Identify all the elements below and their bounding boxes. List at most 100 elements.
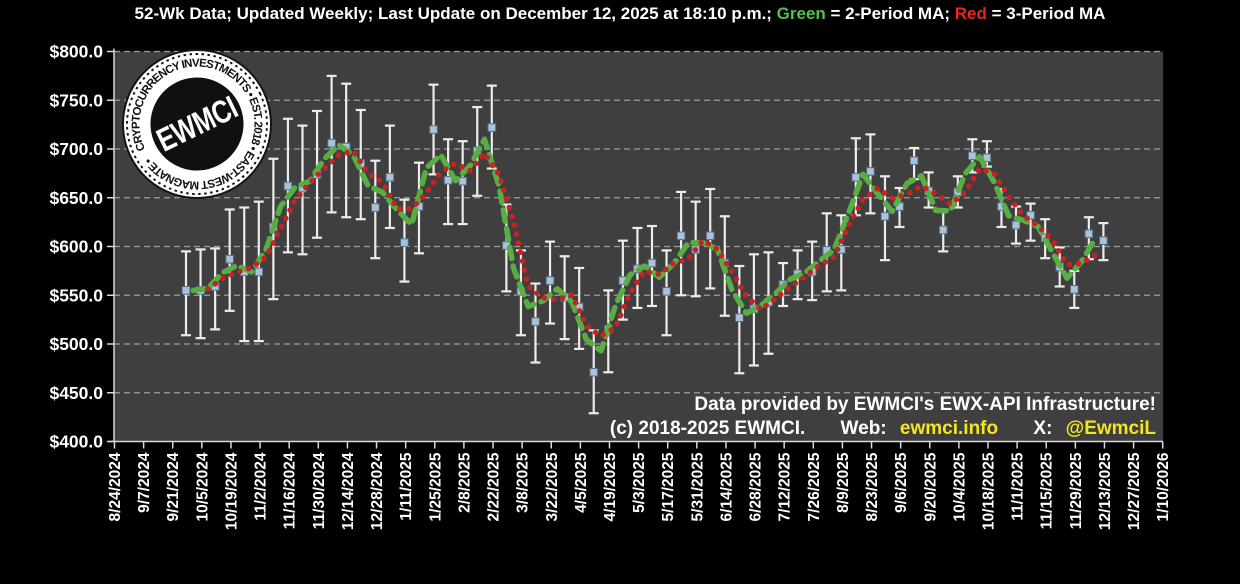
data-marker: [866, 167, 875, 176]
data-marker: [1011, 220, 1021, 230]
x-tick-label: 9/21/2024: [165, 452, 182, 521]
y-tick-label: $600.0: [49, 237, 103, 257]
x-tick-label: 6/28/2025: [748, 452, 765, 521]
data-marker: [968, 151, 977, 161]
y-tick-label: $800.0: [49, 42, 103, 62]
x-tick-label: 11/30/2024: [311, 452, 328, 529]
data-marker: [225, 254, 234, 264]
x-tick-label: 11/2/2024: [253, 452, 270, 520]
green-ma-label: Green: [776, 4, 826, 23]
x-label: X:: [1033, 418, 1052, 439]
x-tick-label: 10/5/2024: [194, 452, 211, 521]
y-tick-label: $750.0: [49, 90, 103, 110]
x-tick-label: 1/11/2025: [398, 452, 415, 520]
data-marker: [880, 211, 890, 221]
x-tick-label: 5/3/2025: [631, 452, 648, 513]
data-marker: [443, 175, 453, 185]
data-marker: [938, 225, 948, 235]
data-marker: [662, 287, 671, 296]
x-tick-label: 12/27/2025: [1126, 452, 1143, 530]
y-tick-label: $550.0: [49, 285, 103, 305]
x-tick-label: 8/23/2025: [864, 452, 881, 521]
data-marker: [531, 317, 540, 326]
data-markers: [181, 123, 1108, 377]
data-marker: [254, 267, 264, 277]
x-tick-label: 3/22/2025: [544, 452, 561, 521]
web-link: ewmci.info: [900, 418, 998, 439]
x-tick-label: 10/18/2025: [981, 452, 998, 530]
ma3-line: [205, 148, 1099, 339]
chart-title: 52-Wk Data; Updated Weekly; Last Update …: [0, 4, 1240, 24]
ma2-line: [190, 136, 1099, 354]
x-tick-label: 4/5/2025: [573, 452, 590, 513]
x-tick-label: 12/13/2025: [1097, 452, 1114, 530]
x-tick-label: 1/10/2026: [1155, 452, 1172, 521]
logo-inner-circle: [150, 77, 244, 171]
x-tick-label: 4/19/2025: [602, 452, 619, 521]
data-marker: [1069, 285, 1079, 294]
data-marker: [429, 125, 438, 134]
data-marker: [371, 203, 380, 212]
y-tick-label: $450.0: [49, 383, 103, 403]
y-tick-label: $400.0: [49, 432, 103, 452]
x-tick-label: 2/8/2025: [456, 452, 473, 513]
chart-layers: $800.0 $750.0 $700.0 $650.0 $600.0 $550.0 $500…: [49, 42, 1172, 531]
x-tick-label: 11/15/2025: [1039, 452, 1056, 529]
x-tick-label: 7/26/2025: [806, 452, 823, 521]
data-marker: [676, 231, 686, 241]
data-marker: [735, 313, 744, 322]
x-axis-labels: 8/24/2024 9/7/2024 9/21/2024 10/5/2024 10/19…: [107, 452, 1172, 530]
data-marker: [705, 231, 715, 241]
data-marker: [458, 176, 467, 186]
x-tick-label: 9/20/2025: [922, 452, 939, 521]
data-marker: [909, 156, 919, 165]
x-tick-label: 1/25/2025: [427, 452, 444, 521]
title-text-1: 52-Wk Data; Updated Weekly; Last Update …: [134, 4, 777, 23]
data-marker: [647, 258, 657, 268]
data-marker: [400, 238, 409, 247]
y-tick-label: $700.0: [49, 139, 103, 159]
axes: [107, 48, 1164, 449]
x-tick-label: 10/19/2024: [223, 452, 240, 530]
y-tick-label: $500.0: [49, 334, 103, 354]
data-marker: [1099, 236, 1108, 245]
x-tick-label: 9/6/2025: [893, 452, 910, 513]
data-marker: [589, 367, 599, 377]
y-axis-labels: $800.0 $750.0 $700.0 $650.0 $600.0 $550.0 $500…: [49, 42, 103, 452]
x-handle: @EwmciL: [1066, 418, 1157, 439]
x-tick-label: 11/1/2025: [1010, 452, 1027, 520]
title-text-3: = 3-Period MA: [986, 4, 1106, 23]
x-tick-label: 5/17/2025: [660, 452, 677, 521]
x-tick-label: 12/28/2024: [369, 452, 386, 530]
annotation-line1: Data provided by EWMCI's EWX-API Infrast…: [694, 394, 1156, 415]
x-tick-label: 7/12/2025: [777, 452, 794, 521]
data-marker: [487, 123, 497, 132]
data-marker: [1026, 211, 1035, 220]
logo-dotted-rim: [125, 52, 268, 195]
x-tick-label: 9/7/2024: [136, 452, 153, 513]
x-tick-label: 12/14/2024: [340, 452, 357, 530]
x-tick-label: 11/29/2025: [1068, 452, 1085, 529]
red-ma-label: Red: [954, 4, 987, 23]
title-text-2: = 2-Period MA;: [825, 4, 955, 23]
web-label: Web:: [841, 418, 887, 439]
data-marker: [545, 276, 555, 285]
x-tick-label: 3/8/2025: [515, 452, 532, 513]
y-tick-label: $650.0: [49, 188, 103, 208]
data-marker: [385, 172, 395, 182]
data-marker: [283, 181, 293, 191]
x-tick-label: 10/4/2025: [951, 452, 968, 521]
x-tick-label: 6/14/2025: [718, 452, 735, 521]
data-marker: [851, 172, 861, 182]
x-tick-label: 8/9/2025: [835, 452, 852, 513]
annotation-line2: (c) 2018-2025 EWMCI. Web: ewmci.info X: …: [610, 418, 1156, 439]
data-marker: [327, 138, 336, 148]
x-tick-label: 8/24/2024: [107, 452, 124, 521]
x-tick-label: 5/31/2025: [689, 452, 706, 521]
x-tick-label: 11/16/2024: [282, 452, 299, 529]
x-tick-label: 2/22/2025: [486, 452, 503, 521]
data-marker: [1084, 229, 1094, 239]
copyright-text: (c) 2018-2025 EWMCI.: [610, 418, 805, 439]
